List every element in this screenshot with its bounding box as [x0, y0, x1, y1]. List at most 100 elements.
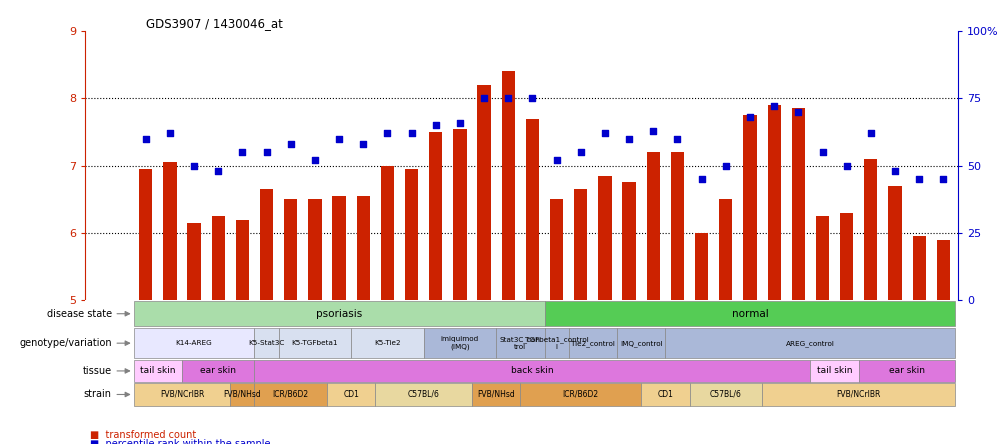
Bar — [520, 384, 640, 405]
Bar — [230, 384, 255, 405]
Bar — [453, 129, 466, 300]
Point — [693, 175, 709, 182]
Bar — [688, 384, 762, 405]
Point — [572, 149, 588, 156]
Bar — [163, 163, 176, 300]
Bar — [718, 199, 731, 300]
Point — [403, 130, 419, 137]
Text: K5-Tie2: K5-Tie2 — [374, 340, 401, 346]
Point — [862, 130, 878, 137]
Bar — [664, 328, 955, 358]
Bar — [598, 176, 611, 300]
Bar — [549, 199, 563, 300]
Text: tail skin: tail skin — [140, 366, 175, 376]
Point — [355, 141, 371, 148]
Bar — [332, 196, 346, 300]
Bar — [133, 301, 544, 326]
Bar — [477, 85, 490, 300]
Point — [185, 162, 201, 169]
Text: disease state: disease state — [47, 309, 112, 319]
Bar — [501, 71, 514, 300]
Bar — [255, 328, 279, 358]
Point — [379, 130, 395, 137]
Bar — [616, 328, 664, 358]
Text: FVB/NHsd: FVB/NHsd — [223, 390, 261, 399]
Bar — [472, 384, 520, 405]
Text: K5-Stat3C: K5-Stat3C — [248, 340, 285, 346]
Bar — [260, 189, 273, 300]
Point — [452, 119, 468, 126]
Bar — [308, 199, 322, 300]
Bar — [858, 360, 955, 382]
Bar — [357, 196, 370, 300]
Text: ICR/B6D2: ICR/B6D2 — [273, 390, 309, 399]
Point — [500, 95, 516, 102]
Point — [620, 135, 636, 143]
Bar — [255, 384, 327, 405]
Text: ■  percentile rank within the sample: ■ percentile rank within the sample — [90, 439, 271, 444]
Bar — [864, 159, 877, 300]
Bar — [573, 189, 587, 300]
Point — [838, 162, 854, 169]
Point — [331, 135, 347, 143]
Point — [283, 141, 299, 148]
Text: tissue: tissue — [82, 366, 112, 376]
Point — [161, 130, 177, 137]
Point — [259, 149, 275, 156]
Bar — [767, 105, 780, 300]
Point — [307, 157, 323, 164]
Text: FVB/NCrIBR: FVB/NCrIBR — [836, 390, 880, 399]
Bar — [496, 328, 544, 358]
Bar — [622, 182, 635, 300]
Text: AREG_control: AREG_control — [786, 340, 834, 347]
Text: TGFbeta1_control
l: TGFbeta1_control l — [524, 336, 588, 350]
Point — [668, 135, 684, 143]
Text: C57BL/6: C57BL/6 — [408, 390, 439, 399]
Bar — [284, 199, 297, 300]
Bar — [423, 328, 496, 358]
Bar — [351, 328, 423, 358]
Bar — [279, 328, 351, 358]
Text: IMQ_control: IMQ_control — [619, 340, 662, 347]
Bar — [694, 233, 707, 300]
Point — [548, 157, 564, 164]
Text: Tie2_control: Tie2_control — [570, 340, 614, 347]
Text: genotype/variation: genotype/variation — [19, 338, 112, 348]
Text: ear skin: ear skin — [888, 366, 924, 376]
Bar — [381, 166, 394, 300]
Bar — [181, 360, 255, 382]
Text: K14-AREG: K14-AREG — [175, 340, 212, 346]
Bar — [139, 169, 152, 300]
Bar — [791, 108, 805, 300]
Bar — [327, 384, 375, 405]
Bar — [133, 384, 230, 405]
Bar — [133, 360, 181, 382]
Point — [790, 108, 806, 115]
Bar — [375, 384, 472, 405]
Text: ear skin: ear skin — [200, 366, 235, 376]
Text: C57BL/6: C57BL/6 — [709, 390, 741, 399]
Text: back skin: back skin — [511, 366, 553, 376]
Text: ■  transformed count: ■ transformed count — [90, 430, 196, 440]
Point — [741, 114, 758, 121]
Point — [814, 149, 830, 156]
Text: FVB/NCrIBR: FVB/NCrIBR — [159, 390, 204, 399]
Bar — [810, 360, 858, 382]
Point — [476, 95, 492, 102]
Text: CD1: CD1 — [343, 390, 359, 399]
Point — [137, 135, 153, 143]
Bar — [187, 223, 200, 300]
Text: strain: strain — [84, 389, 112, 400]
Bar — [646, 152, 659, 300]
Text: CD1: CD1 — [656, 390, 672, 399]
Text: tail skin: tail skin — [816, 366, 852, 376]
Bar — [544, 328, 568, 358]
Text: imiquimod
(IMQ): imiquimod (IMQ) — [440, 337, 479, 350]
Text: normal: normal — [730, 309, 768, 319]
Point — [210, 167, 226, 174]
Point — [427, 122, 443, 129]
Bar — [568, 328, 616, 358]
Bar — [429, 132, 442, 300]
Bar — [815, 216, 829, 300]
Bar — [742, 115, 756, 300]
